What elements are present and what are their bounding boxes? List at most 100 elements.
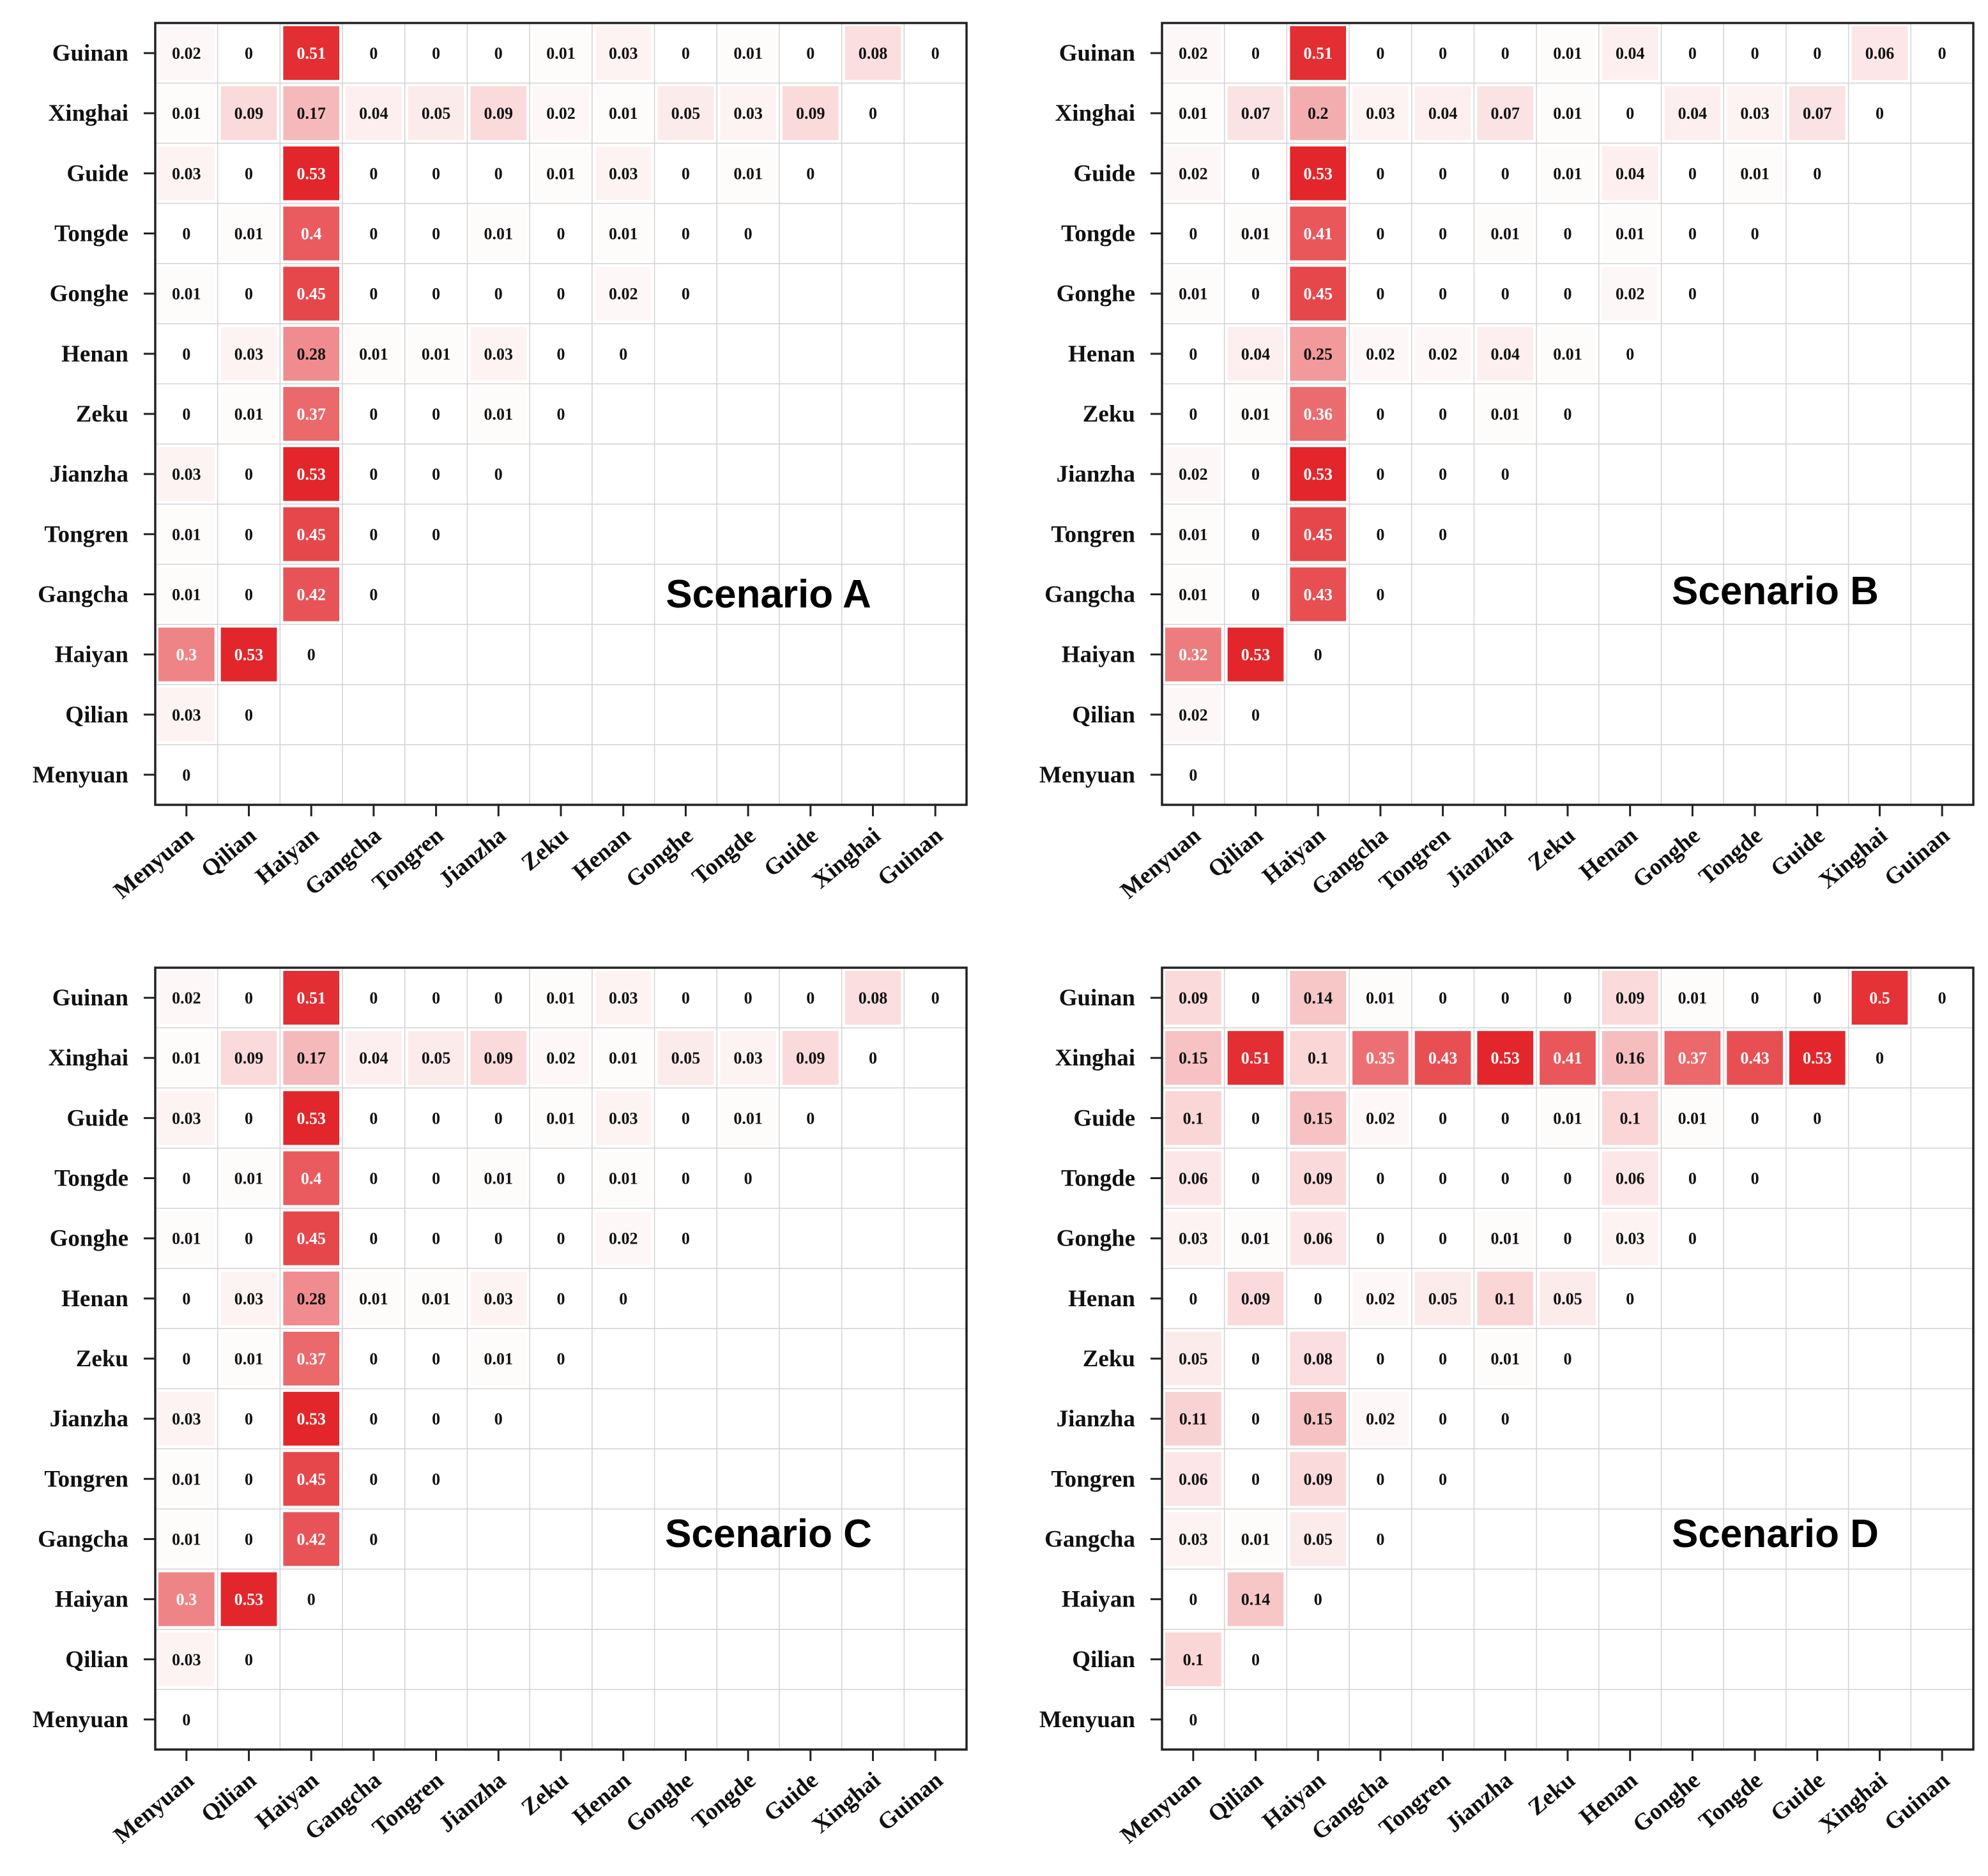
cell-value-label: 0 <box>1501 465 1510 484</box>
cell-value-label: 0 <box>369 1230 378 1248</box>
cell-value-label: 0 <box>1251 989 1260 1007</box>
cell-value-label: 0 <box>182 1711 190 1729</box>
cell-value-label: 0.51 <box>1303 44 1333 63</box>
cell-value-label: 0 <box>432 44 440 63</box>
cell-value-label: 0 <box>557 1290 565 1308</box>
row-label: Menyuan <box>1039 1707 1136 1733</box>
column-label: Guinan <box>1879 822 1955 891</box>
heatmap-cell <box>1727 1031 1783 1085</box>
heatmap-cell <box>408 206 464 261</box>
heatmap-cell <box>657 1211 714 1265</box>
cell-value-label: 0.06 <box>1865 44 1895 63</box>
cell-value-label: 0 <box>557 285 565 303</box>
cell-value-label: 0.01 <box>1241 225 1271 243</box>
heatmap-cell <box>1477 1091 1534 1145</box>
heatmap-cell <box>1290 971 1347 1025</box>
heatmap-cell <box>1290 326 1347 381</box>
cell-value-label: 0.01 <box>1678 1109 1708 1127</box>
heatmap-cell <box>1165 1572 1221 1626</box>
cell-value-label: 0.07 <box>1241 104 1271 123</box>
cell-value-label: 0.01 <box>1179 585 1208 604</box>
heatmap-cell <box>1352 1031 1409 1085</box>
heatmap-cell <box>158 266 215 321</box>
heatmap-cell <box>283 1211 340 1265</box>
cell-value-label: 0 <box>432 164 440 183</box>
heatmap-cell <box>1352 26 1409 80</box>
heatmap-cell <box>1789 1031 1846 1085</box>
heatmap-cell <box>283 1091 340 1145</box>
heatmap-cell <box>1290 447 1347 501</box>
heatmap-cell <box>220 971 277 1025</box>
cell-value-label: 0 <box>182 1350 190 1368</box>
heatmap-cell <box>1227 447 1284 501</box>
column-label: Jianzha <box>434 822 511 893</box>
heatmap-cell <box>346 1512 402 1566</box>
heatmap-cell <box>158 1692 215 1746</box>
cell-value-label: 0.01 <box>733 1109 763 1127</box>
heatmap-cell <box>1851 86 1908 141</box>
cell-value-label: 0.17 <box>296 104 326 123</box>
heatmap-panel: 0.02 0 0.51 0 0 0 0.01 0.03 0 0 0 0.08 0 0.01 0.09 0.17… <box>33 966 968 1849</box>
column-label: Tongde <box>1694 822 1768 890</box>
heatmap-cell <box>470 1151 527 1205</box>
heatmap-panel: 0.02 0 0.51 0 0 0 0.01 0.03 0 0.01 0 0.08 0 0.01 0.09 0… <box>33 22 968 904</box>
row-label: Tongde <box>54 221 128 247</box>
heatmap-cell <box>283 567 340 622</box>
heatmap-cell <box>408 1331 464 1386</box>
cell-value-label: 0.03 <box>172 1109 201 1127</box>
heatmap-cell <box>220 386 277 441</box>
cell-value-label: 0.04 <box>1616 44 1645 63</box>
cell-value-label: 0 <box>682 164 690 183</box>
heatmap-cell <box>158 146 215 201</box>
row-label: Tongren <box>44 521 128 547</box>
heatmap-cell <box>595 266 652 321</box>
heatmap-cell <box>1727 26 1783 80</box>
column-label: Guinan <box>873 822 948 891</box>
cell-value-label: 0.05 <box>1553 1290 1582 1308</box>
cell-value-label: 0.04 <box>1428 104 1458 123</box>
row-label: Guinan <box>1059 985 1136 1011</box>
column-label: Jianzha <box>1441 1767 1518 1838</box>
heatmap-cell <box>220 146 277 201</box>
heatmap-cell <box>720 206 776 261</box>
heatmap-cell <box>1227 971 1284 1025</box>
cell-value-label: 0 <box>1501 1410 1510 1428</box>
row-label: Gonghe <box>50 281 128 307</box>
row-label: Guide <box>66 1105 128 1131</box>
column-label: Jianzha <box>434 1767 511 1838</box>
heatmap-cell <box>408 1031 464 1085</box>
cell-value-label: 0 <box>1439 405 1447 423</box>
cell-value-label: 0 <box>682 285 690 303</box>
heatmap-cell <box>782 1031 839 1085</box>
heatmap-cell <box>470 206 527 261</box>
heatmap-cell <box>283 627 340 682</box>
cell-value-label: 0 <box>1564 405 1572 423</box>
row-label: Menyuan <box>33 762 129 788</box>
cell-value-label: 0.08 <box>1303 1350 1333 1368</box>
heatmap-cell <box>283 1031 340 1085</box>
row-label: Xinghai <box>49 100 128 126</box>
scenario-title: Scenario C <box>665 1512 872 1556</box>
cell-value-label: 0 <box>369 405 378 423</box>
heatmap-cell <box>1414 86 1471 141</box>
heatmap-cell <box>1602 1211 1658 1265</box>
heatmap-cell <box>1664 1151 1721 1205</box>
heatmap-cell <box>1664 266 1721 321</box>
heatmap-cell <box>533 1031 589 1085</box>
heatmap-cell <box>220 1271 277 1325</box>
cell-value-label: 0.01 <box>172 1470 201 1488</box>
cell-value-label: 0.01 <box>1179 104 1208 123</box>
heatmap-cell <box>1165 1271 1221 1325</box>
row-label: Xinghai <box>1055 100 1135 126</box>
cell-value-label: 0.01 <box>172 1230 201 1248</box>
cell-value-label: 0 <box>1564 225 1572 243</box>
cell-value-label: 0 <box>1376 1530 1384 1548</box>
cell-value-label: 0.28 <box>296 1290 326 1308</box>
heatmap-cell <box>220 86 277 141</box>
cell-value-label: 0.01 <box>1553 44 1582 63</box>
cell-value-label: 0.02 <box>609 285 638 303</box>
cell-value-label: 0 <box>245 1410 253 1428</box>
row-label: Tongren <box>44 1466 128 1492</box>
cell-value-label: 0.01 <box>422 345 451 363</box>
cell-value-label: 0.09 <box>484 1049 514 1067</box>
